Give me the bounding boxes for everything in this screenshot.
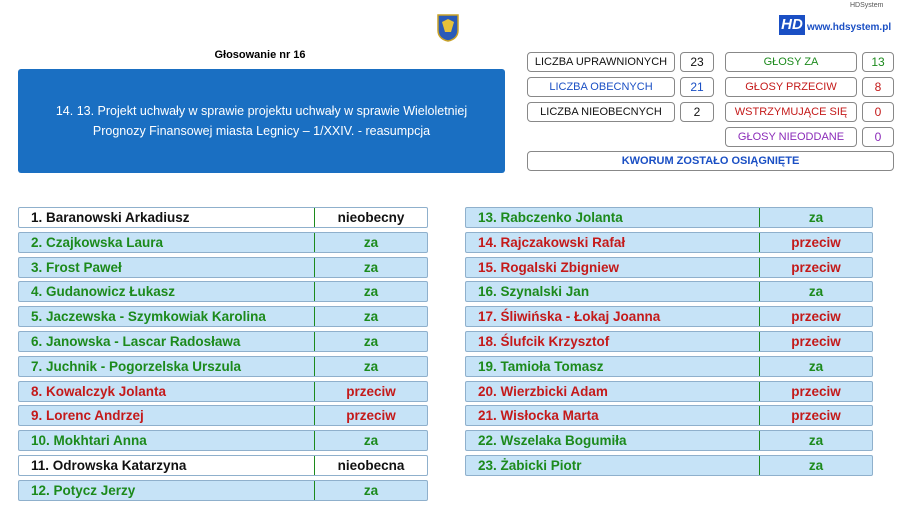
voter-vote: za	[759, 431, 872, 451]
voter-row: 21. Wisłocka Marta przeciw	[465, 405, 873, 427]
website: www.hdsystem.pl	[807, 22, 892, 33]
voter-vote: za	[314, 356, 427, 376]
voter-vote: przeciw	[759, 406, 872, 426]
voter-vote: za	[314, 431, 427, 451]
voter-vote: za	[314, 257, 427, 277]
voter-name: 14. Rajczakowski Rafał	[478, 234, 626, 250]
voter-name: 18. Ślufcik Krzysztof	[478, 334, 610, 349]
stat-value: 0	[862, 127, 894, 147]
crest	[437, 14, 459, 42]
stat-label: LICZBA UPRAWNIONYCH	[527, 52, 675, 72]
stat-value: 8	[862, 77, 894, 97]
voter-name: 16. Szynalski Jan	[478, 284, 590, 300]
stat-value: 23	[680, 52, 714, 72]
voter-name: 7. Juchnik - Pogorzelska Urszula	[31, 358, 242, 374]
voter-vote: przeciw	[314, 381, 427, 401]
topic: 14. 13. Projekt uchwały w sprawie projek…	[18, 69, 505, 173]
voter-name: 17. Śliwińska - Łokaj Joanna	[478, 309, 661, 325]
vote-title: Głosowanie nr 16	[214, 49, 306, 61]
voter-vote: przeciw	[314, 406, 427, 426]
voter-vote: za	[759, 208, 872, 227]
voter-vote: przeciw	[759, 232, 872, 252]
voter-row: 22. Wszelaka Bogumiła za	[465, 430, 873, 452]
voter-vote: nieobecny	[314, 208, 427, 227]
voter-row: 4. Gudanowicz Łukasz za	[18, 281, 428, 303]
stat-label: WSTRZYMUJĄCE SIĘ	[725, 102, 857, 122]
voter-vote: za	[759, 282, 872, 302]
voter-vote: przeciw	[759, 332, 872, 351]
stat-label: GŁOSY ZA	[725, 52, 857, 72]
voter-name: 10. Mokhtari Anna	[31, 433, 147, 449]
voter-row: 23. Żabicki Piotr za	[465, 455, 873, 476]
voter-row: 7. Juchnik - Pogorzelska Urszula za	[18, 355, 428, 377]
voter-vote: za	[314, 307, 427, 327]
voter-name: 23. Żabicki Piotr	[478, 458, 582, 473]
logo: HD	[779, 15, 805, 35]
voter-name: 22. Wszelaka Bogumiła	[478, 433, 627, 449]
voter-name: 4. Gudanowicz Łukasz	[31, 284, 176, 300]
voter-name: 3. Frost Paweł	[31, 259, 122, 275]
voter-name: 13. Rabczenko Jolanta	[478, 210, 623, 225]
voter-vote: nieobecna	[314, 456, 427, 475]
voter-name: 8. Kowalczyk Jolanta	[31, 383, 167, 399]
voter-vote: za	[759, 456, 872, 475]
voter-vote: za	[314, 282, 427, 302]
voter-row: 6. Janowska - Lascar Radosława za	[18, 331, 428, 352]
voter-vote: przeciw	[759, 307, 872, 327]
stat-value: 0	[862, 102, 894, 122]
voter-row: 18. Ślufcik Krzysztof przeciw	[465, 331, 873, 352]
stat-label: LICZBA OBECNYCH	[527, 77, 675, 97]
voter-row: 15. Rogalski Zbigniew przeciw	[465, 256, 873, 278]
voter-name: 12. Potycz Jerzy	[31, 482, 136, 498]
voter-row: 8. Kowalczyk Jolanta przeciw	[18, 380, 428, 402]
stat-label: LICZBA NIEOBECNYCH	[527, 102, 675, 122]
voter-row: 17. Śliwińska - Łokaj Joanna przeciw	[465, 306, 873, 328]
voter-row: 16. Szynalski Jan za	[465, 281, 873, 303]
voter-name: 21. Wisłocka Marta	[478, 408, 599, 424]
voter-vote: za	[314, 480, 427, 500]
voter-row: 5. Jaczewska - Szymkowiak Karolina za	[18, 306, 428, 328]
stat-value: 13	[862, 52, 894, 72]
voter-name: 15. Rogalski Zbigniew	[478, 259, 620, 275]
stat-label: GŁOSY PRZECIW	[725, 77, 857, 97]
voter-row: 10. Mokhtari Anna za	[18, 430, 428, 452]
voter-name: 19. Tamioła Tomasz	[478, 358, 604, 374]
voter-name: 5. Jaczewska - Szymkowiak Karolina	[31, 309, 266, 325]
voter-row: 13. Rabczenko Jolanta za	[465, 207, 873, 228]
voter-vote: przeciw	[759, 381, 872, 401]
voter-vote: za	[314, 232, 427, 252]
voter-row: 20. Wierzbicki Adam przeciw	[465, 380, 873, 402]
voter-row: 2. Czajkowska Laura za	[18, 231, 428, 253]
voter-vote: za	[314, 332, 427, 351]
voter-row: 14. Rajczakowski Rafał przeciw	[465, 231, 873, 253]
voter-name: 9. Lorenc Andrzej	[31, 408, 144, 424]
quorum: KWORUM ZOSTAŁO OSIĄGNIĘTE	[527, 151, 894, 171]
voter-row: 19. Tamioła Tomasz za	[465, 355, 873, 377]
voter-row: 3. Frost Paweł za	[18, 256, 428, 278]
voter-row: 9. Lorenc Andrzej przeciw	[18, 405, 428, 427]
voter-name: 2. Czajkowska Laura	[31, 234, 164, 250]
voter-name: 1. Baranowski Arkadiusz	[31, 210, 190, 225]
stat-value: 21	[680, 77, 714, 97]
voter-name: 6. Janowska - Lascar Radosława	[31, 334, 241, 349]
voter-name: 20. Wierzbicki Adam	[478, 383, 608, 399]
voter-row: 12. Potycz Jerzy za	[18, 479, 428, 501]
voter-name: 11. Odrowska Katarzyna	[31, 458, 187, 473]
voter-vote: przeciw	[759, 257, 872, 277]
stat-value: 2	[680, 102, 714, 122]
voter-row: 1. Baranowski Arkadiusz nieobecny	[18, 207, 428, 228]
topic-text: 14. 13. Projekt uchwały w sprawie projek…	[55, 104, 468, 138]
voter-vote: za	[759, 356, 872, 376]
brand-small: HDSystem	[850, 2, 884, 9]
stat-label: GŁOSY NIEODDANE	[725, 127, 857, 147]
voter-row: 11. Odrowska Katarzyna nieobecna	[18, 455, 428, 476]
